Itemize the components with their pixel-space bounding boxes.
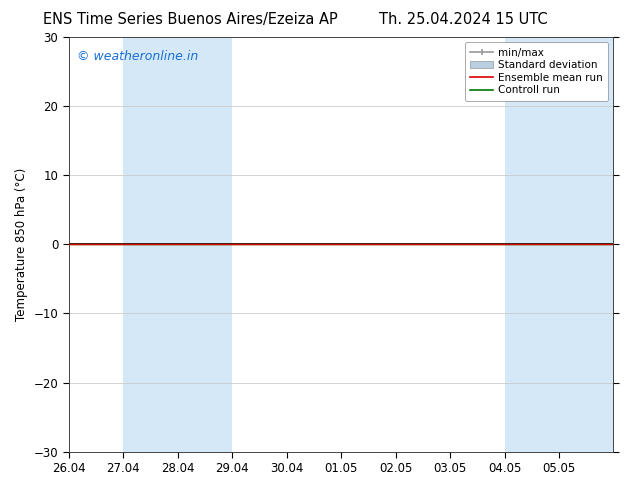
Bar bbox=[123, 37, 232, 452]
Legend: min/max, Standard deviation, Ensemble mean run, Controll run: min/max, Standard deviation, Ensemble me… bbox=[465, 42, 608, 100]
Y-axis label: Temperature 850 hPa (°C): Temperature 850 hPa (°C) bbox=[15, 168, 28, 321]
Text: © weatheronline.in: © weatheronline.in bbox=[77, 49, 198, 63]
Text: Th. 25.04.2024 15 UTC: Th. 25.04.2024 15 UTC bbox=[378, 12, 547, 27]
Bar bbox=[505, 37, 614, 452]
Text: ENS Time Series Buenos Aires/Ezeiza AP: ENS Time Series Buenos Aires/Ezeiza AP bbox=[43, 12, 337, 27]
